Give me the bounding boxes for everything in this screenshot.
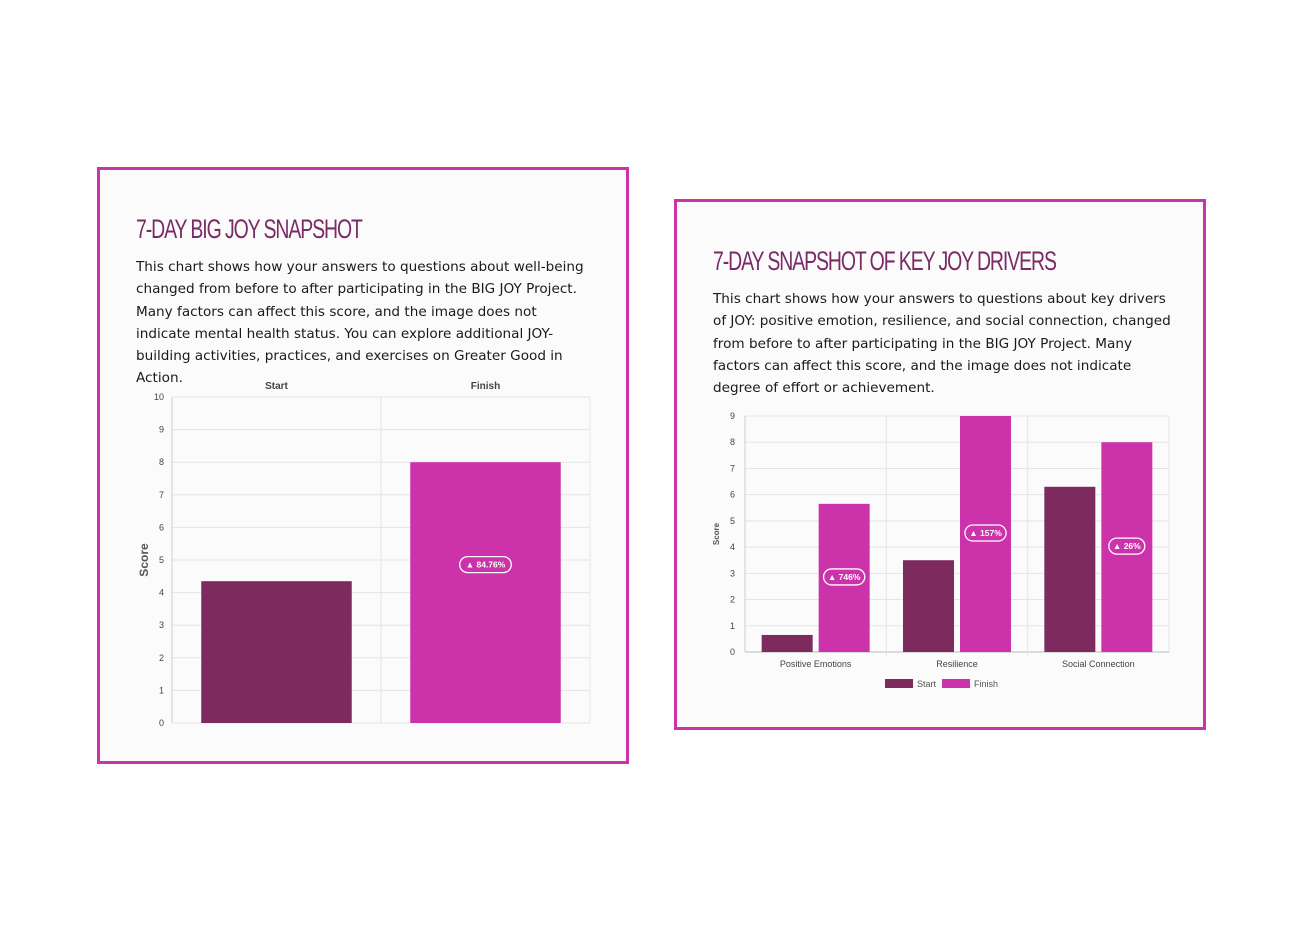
y-tick-label: 8 [159,457,164,467]
change-badge: ▲ 84.76% [459,555,512,574]
y-tick-label: 5 [159,555,164,565]
y-tick-label: 6 [159,522,164,532]
bar-start [761,634,813,652]
y-axis-title: Score [137,543,151,577]
y-tick-label: 3 [159,620,164,630]
change-badge-label: ▲ 26% [1113,541,1141,551]
x-tick-label: Positive Emotions [780,659,852,669]
change-badge-outline [1108,537,1146,555]
card-title: 7-Day BIG JOY Snapshot [136,214,363,244]
y-tick-label: 9 [730,411,735,421]
change-badge-outline [964,524,1007,542]
legend-label: Finish [974,679,998,689]
change-badge-label: ▲ 84.76% [466,560,506,570]
y-tick-label: 9 [159,425,164,435]
legend-swatch [942,679,970,688]
change-badge-outline [822,568,866,586]
joy-drivers-chart: 0 1 2 3 4 5 6 7 8 9 Score ▲ 746% Positive Emotions ▲ … [712,411,1170,689]
y-tick-label: 1 [730,621,735,631]
change-badge: ▲ 746% [822,568,866,586]
y-tick-label: 4 [159,588,164,598]
legend-label: Start [917,679,937,689]
y-tick-label: 0 [730,647,735,657]
bar-start [1044,486,1096,652]
bar-finish [960,416,1011,652]
bar-start [201,581,352,723]
legend-swatch [885,679,913,688]
column-header: Start [265,381,288,392]
y-tick-label: 2 [159,653,164,663]
y-tick-label: 7 [159,490,164,500]
change-badge: ▲ 157% [964,524,1007,542]
y-tick-label: 7 [730,463,735,473]
card-description: This chart shows how your answers to que… [136,259,584,387]
y-tick-label: 10 [154,392,164,402]
bar-finish [818,503,870,652]
bar-finish [1101,442,1153,652]
y-tick-label: 8 [730,437,735,447]
y-tick-label: 4 [730,542,735,552]
x-tick-label: Resilience [936,659,978,669]
y-tick-label: 1 [159,685,164,695]
card-title: 7-Day Snapshot of Key JOY Drivers [713,246,1057,276]
change-badge-outline [459,555,512,574]
column-header: Finish [471,381,500,392]
legend: Start Finish [885,679,998,689]
y-tick-label: 2 [730,595,735,605]
change-badge-label: ▲ 157% [969,528,1002,538]
big-joy-snapshot-card: 7-Day BIG JOY Snapshot This chart shows … [97,167,629,764]
change-badge-label: ▲ 746% [828,572,861,582]
bar-start [903,560,954,652]
y-tick-label: 3 [730,568,735,578]
y-axis-title: Score [712,522,721,545]
y-tick-label: 5 [730,516,735,526]
x-tick-label: Social Connection [1062,659,1135,669]
change-badge: ▲ 26% [1108,537,1146,555]
key-joy-drivers-card: 7-Day Snapshot of Key JOY Drivers This c… [674,199,1206,730]
big-joy-chart: 0 1 2 3 4 5 6 7 8 9 10 Score Start Finish ▲ 84.76% [137,381,591,728]
y-tick-label: 6 [730,490,735,500]
bar-finish [410,462,561,723]
y-tick-label: 0 [159,718,164,728]
card-description: This chart shows how your answers to que… [713,291,1171,397]
